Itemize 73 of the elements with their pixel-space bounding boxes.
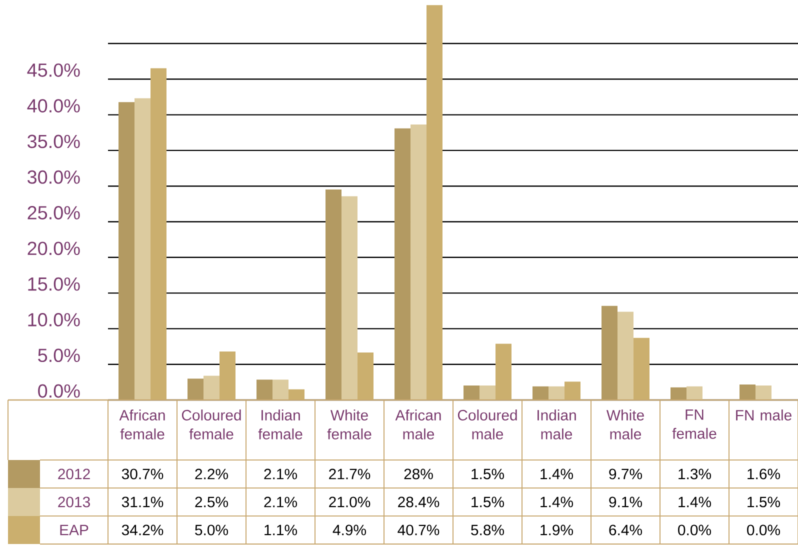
- bar: [394, 128, 411, 400]
- data-label: 1.3%: [678, 468, 711, 480]
- data-label: 1.5%: [472, 468, 504, 480]
- data-label: 1.4%: [540, 468, 573, 480]
- data-label: 40.7%: [398, 524, 440, 536]
- bar: [602, 306, 618, 400]
- data-label: 1.5%: [748, 496, 780, 508]
- bar: [410, 124, 427, 400]
- bar: [326, 189, 342, 400]
- bar: [134, 98, 150, 400]
- y2-tick-label: 15.0%: [28, 277, 80, 291]
- bar: [188, 378, 204, 400]
- x-tick-label: Coloured male: [458, 410, 517, 440]
- data-label: 5.8%: [471, 524, 504, 536]
- legend-label: EAP: [60, 524, 88, 536]
- y2-tick-label: 35.0%: [28, 134, 80, 148]
- bar: [342, 196, 358, 400]
- y2-tick-label: 30.0%: [28, 170, 80, 184]
- x-tick-label: African female: [119, 410, 165, 440]
- x-tick-label: White male: [606, 410, 644, 440]
- bar: [686, 386, 703, 400]
- data-label: 21.7%: [329, 468, 370, 480]
- data-label: 2.1%: [264, 468, 297, 480]
- bar: [548, 386, 565, 400]
- y2-tick-label: 5.0%: [38, 348, 80, 362]
- bar: [204, 376, 220, 400]
- data-label: 9.1%: [609, 496, 642, 508]
- bar: [670, 387, 687, 400]
- data-label: 30.7%: [122, 468, 164, 480]
- x-tick-label: FN female: [672, 410, 716, 439]
- x-tick-label: African male: [395, 410, 441, 440]
- x-tick-label: FN male: [736, 410, 792, 420]
- data-label: 9.7%: [609, 468, 642, 480]
- data-label: 6.4%: [609, 524, 642, 536]
- legend-label: 2013: [58, 496, 90, 508]
- data-label: 28%: [404, 468, 433, 480]
- y2-tick-label: 20.0%: [28, 242, 80, 256]
- bar: [464, 385, 480, 400]
- x-tick-label: Coloured female: [182, 410, 241, 440]
- data-label: 2.2%: [195, 468, 228, 480]
- bar: [618, 312, 634, 400]
- bar: [118, 102, 134, 400]
- data-label: 4.9%: [332, 524, 366, 536]
- bar: [256, 380, 272, 400]
- data-label: 21.0%: [329, 496, 370, 508]
- data-label: 0.0%: [747, 524, 780, 536]
- data-label: 28.4%: [398, 496, 440, 508]
- y2-tick-label: 0.0%: [38, 384, 80, 398]
- data-label: 1.9%: [540, 524, 573, 536]
- data-label: 0.0%: [678, 524, 711, 536]
- data-label: 1.4%: [540, 496, 573, 508]
- data-label: 1.1%: [264, 524, 297, 536]
- data-label: 1.6%: [748, 468, 780, 480]
- data-label: 2.5%: [195, 496, 228, 508]
- bar: [532, 386, 549, 400]
- x-tick-label: Indian male: [538, 410, 576, 440]
- x-tick-label: Indian female: [258, 410, 302, 440]
- data-label: 31.1%: [122, 496, 164, 508]
- data-label: 34.2%: [122, 524, 164, 536]
- y2-tick-label: 45.0%: [27, 63, 80, 77]
- bar: [756, 385, 772, 400]
- data-label: 2.1%: [264, 496, 297, 508]
- bar: [740, 384, 756, 400]
- x-tick-label: White female: [327, 410, 372, 440]
- y2-tick-label: 40.0%: [27, 99, 80, 112]
- data-label: 1.5%: [472, 496, 504, 508]
- legend-label: 2012: [58, 468, 90, 480]
- data-label: 5.0%: [195, 524, 228, 536]
- data-label: 1.4%: [678, 496, 711, 508]
- y2-tick-label: 25.0%: [28, 206, 80, 220]
- bar: [272, 380, 288, 400]
- y2-tick-label: 10.0%: [28, 312, 80, 326]
- bar: [480, 385, 496, 400]
